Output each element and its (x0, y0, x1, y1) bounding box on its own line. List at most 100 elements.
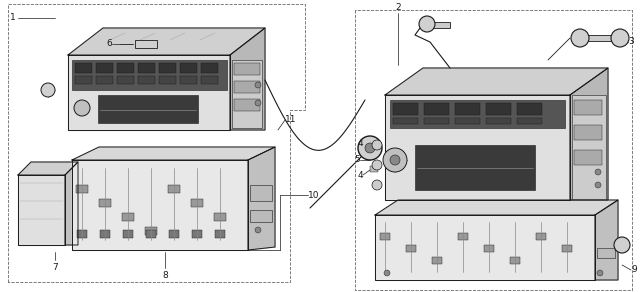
Text: 2: 2 (395, 4, 401, 13)
Bar (214, 213, 226, 221)
Text: 1: 1 (10, 13, 16, 22)
Bar (123, 230, 133, 238)
Bar (424, 103, 449, 115)
Bar (234, 63, 260, 75)
Bar (168, 185, 180, 193)
Bar (597, 248, 615, 258)
Bar (393, 103, 418, 115)
Bar (192, 230, 202, 238)
Polygon shape (72, 147, 275, 160)
Polygon shape (68, 28, 265, 55)
Bar (390, 100, 565, 128)
Circle shape (597, 270, 603, 276)
Bar (232, 60, 262, 128)
Bar (138, 76, 155, 84)
Bar (145, 227, 157, 235)
Polygon shape (385, 95, 570, 200)
Bar (98, 95, 198, 123)
Polygon shape (18, 175, 65, 245)
Text: 3: 3 (628, 37, 634, 46)
Bar (455, 103, 480, 115)
Bar (432, 257, 442, 264)
Bar (75, 63, 92, 73)
Bar (455, 118, 480, 124)
Circle shape (611, 29, 629, 47)
Bar (574, 125, 602, 140)
Text: 4: 4 (357, 138, 363, 147)
Bar (180, 76, 197, 84)
Bar (135, 40, 157, 48)
Bar (75, 76, 92, 84)
Bar (486, 103, 511, 115)
Circle shape (74, 100, 90, 116)
Polygon shape (375, 215, 595, 280)
Bar (72, 60, 227, 90)
Bar (180, 63, 197, 73)
Bar (201, 63, 218, 73)
Circle shape (595, 182, 601, 188)
Circle shape (571, 29, 589, 47)
Bar (517, 103, 542, 115)
Circle shape (384, 270, 390, 276)
Bar (486, 118, 511, 124)
Circle shape (372, 140, 382, 150)
Bar (169, 230, 179, 238)
Circle shape (595, 169, 601, 175)
Polygon shape (68, 55, 230, 130)
Bar (510, 257, 520, 264)
Polygon shape (230, 28, 265, 130)
Text: 8: 8 (162, 270, 168, 279)
Bar (201, 76, 218, 84)
Circle shape (255, 82, 261, 88)
Bar (100, 230, 110, 238)
Circle shape (255, 227, 261, 233)
Bar (146, 230, 156, 238)
Polygon shape (375, 200, 618, 215)
Polygon shape (570, 68, 608, 200)
Bar (370, 166, 378, 172)
Polygon shape (595, 200, 618, 280)
Bar (99, 199, 111, 207)
Circle shape (365, 143, 375, 153)
Bar (574, 150, 602, 165)
Bar (76, 185, 88, 193)
Text: 7: 7 (52, 263, 58, 272)
Bar (215, 230, 225, 238)
Bar (234, 81, 260, 93)
Bar (117, 76, 134, 84)
Bar (96, 63, 113, 73)
Bar (138, 63, 155, 73)
Polygon shape (248, 147, 275, 250)
Circle shape (41, 83, 55, 97)
Text: 11: 11 (285, 116, 296, 124)
Circle shape (372, 160, 382, 170)
Bar (117, 63, 134, 73)
Circle shape (390, 155, 400, 165)
Bar (234, 99, 260, 111)
Polygon shape (65, 162, 78, 245)
Circle shape (383, 148, 407, 172)
Bar (415, 145, 535, 190)
Bar (585, 35, 620, 41)
Bar (517, 118, 542, 124)
Bar (96, 76, 113, 84)
Bar (250, 185, 272, 201)
Bar (406, 245, 416, 252)
Bar (159, 63, 176, 73)
Bar (393, 118, 418, 124)
Text: 6: 6 (106, 39, 112, 48)
Bar (159, 76, 176, 84)
Text: 10: 10 (308, 190, 319, 199)
Bar (430, 22, 450, 28)
Bar (250, 210, 272, 222)
Bar (380, 233, 390, 240)
Text: 4: 4 (357, 171, 363, 180)
Bar (484, 245, 494, 252)
Bar (370, 148, 378, 154)
Bar (191, 199, 203, 207)
Text: 5: 5 (355, 156, 360, 164)
Bar (122, 213, 134, 221)
Bar (424, 118, 449, 124)
Circle shape (419, 16, 435, 32)
Circle shape (255, 100, 261, 106)
